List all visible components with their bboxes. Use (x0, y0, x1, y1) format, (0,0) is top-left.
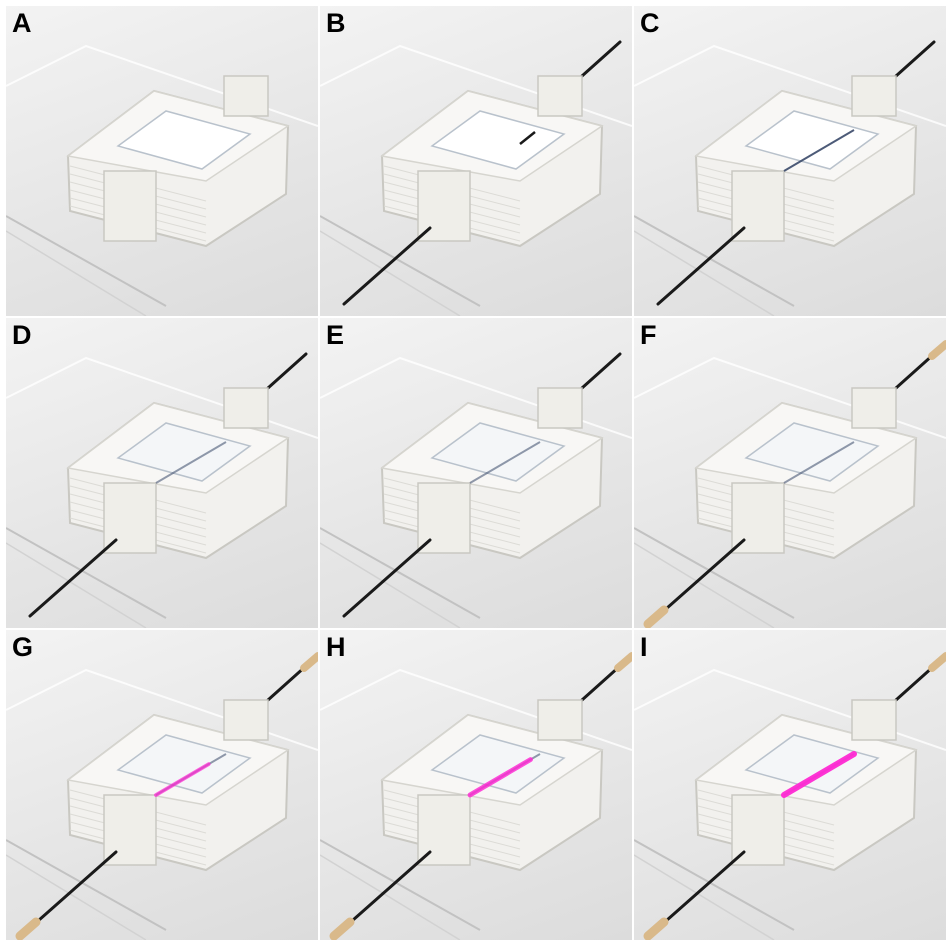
device-illustration (634, 652, 946, 940)
fluorescent-signal (467, 757, 533, 798)
glass-slide-edge (320, 527, 481, 619)
back-port (537, 387, 583, 429)
chamber-well (430, 110, 566, 170)
glass-slide-edge (6, 215, 167, 307)
electrode-wire (580, 352, 622, 390)
panel-label: B (326, 8, 346, 38)
tubing (643, 917, 669, 940)
photo-panel-c: C (634, 6, 946, 316)
tubing (643, 605, 669, 628)
electrode-wire (580, 664, 622, 702)
device-illustration (634, 40, 946, 316)
panel-label: A (12, 8, 32, 38)
back-port (537, 75, 583, 117)
glass-slide-edge (320, 542, 461, 628)
electrode-wire (894, 40, 936, 78)
glass-slide-edge (634, 839, 795, 931)
electrode-wire (656, 850, 746, 930)
panel-label: D (12, 320, 32, 350)
glass-slide-edge (6, 542, 147, 628)
electrode-wire (342, 538, 432, 618)
glass-slide-edge (634, 527, 795, 619)
photo-panel-g: G (6, 630, 318, 940)
photo-panel-d: D (6, 318, 318, 628)
tubing (614, 652, 632, 672)
electrode-wire-inner (783, 129, 855, 172)
electrode-wire (656, 538, 746, 618)
back-port (851, 699, 897, 741)
electrode-wire-inner (519, 131, 536, 145)
chamber-well (116, 110, 252, 170)
electrode-wire-inner (155, 441, 227, 484)
electrode-wire (342, 850, 432, 930)
glass-slide-edge (634, 854, 775, 940)
electrode-wire (656, 226, 746, 306)
tubing (15, 917, 41, 940)
device-illustration (6, 44, 318, 316)
glass-slide-edge (6, 527, 167, 619)
glass-slide-edge (320, 839, 481, 931)
device-illustration (320, 40, 632, 316)
back-port (851, 75, 897, 117)
back-port (223, 75, 269, 117)
glass-slide-edge (6, 854, 147, 940)
electrode-wire (266, 352, 308, 390)
electrode-wire-inner (783, 441, 855, 484)
fluorescent-signal (154, 762, 211, 797)
panel-label: I (640, 632, 648, 662)
back-port (537, 699, 583, 741)
photo-panel-i: I (634, 630, 946, 940)
photo-panel-e: E (320, 318, 632, 628)
panel-label: H (326, 632, 346, 662)
electrode-wire (266, 664, 308, 702)
glass-slide-edge (320, 854, 461, 940)
photo-panel-b: B (320, 6, 632, 316)
glass-slide-edge (320, 215, 481, 307)
device-illustration (320, 652, 632, 940)
device-illustration (6, 352, 318, 628)
panel-label: E (326, 320, 345, 350)
fluorescent-signal (781, 751, 857, 798)
device-illustration (634, 340, 946, 628)
tubing (928, 340, 946, 360)
device-illustration (6, 652, 318, 940)
glass-slide-edge (634, 215, 795, 307)
panel-label: F (640, 320, 657, 350)
photo-panel-a: A (6, 6, 318, 316)
photo-panel-f: F (634, 318, 946, 628)
electrode-wire (894, 664, 936, 702)
glass-slide-edge (634, 542, 775, 628)
electrode-wire (894, 352, 936, 390)
glass-slide-edge (6, 230, 147, 316)
glass-slide-edge (634, 230, 775, 316)
electrode-wire (28, 850, 118, 930)
tubing (329, 917, 355, 940)
electrode-wire (28, 538, 118, 618)
panel-label: C (640, 8, 660, 38)
back-port (223, 699, 269, 741)
panel-label: G (12, 632, 34, 662)
electrode-wire (342, 226, 432, 306)
tubing (300, 652, 318, 672)
back-port (223, 387, 269, 429)
front-port (103, 170, 157, 242)
glass-slide-edge (6, 839, 167, 931)
photo-panel-h: H (320, 630, 632, 940)
tubing (928, 652, 946, 672)
electrode-wire (580, 40, 622, 78)
back-port (851, 387, 897, 429)
electrode-wire-inner (469, 441, 541, 484)
glass-slide-edge (320, 230, 461, 316)
device-illustration (320, 352, 632, 628)
